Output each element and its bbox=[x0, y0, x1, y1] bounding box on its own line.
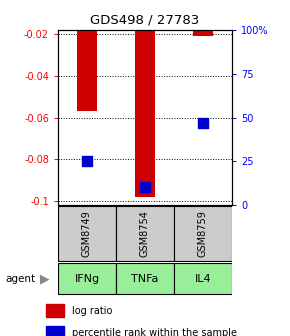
Bar bbox=[117, 263, 173, 294]
Text: IFNg: IFNg bbox=[75, 274, 99, 284]
Point bbox=[201, 120, 205, 126]
Bar bbox=[175, 263, 231, 294]
Text: log ratio: log ratio bbox=[72, 306, 113, 316]
Bar bbox=[117, 206, 173, 261]
Point bbox=[85, 159, 89, 164]
Bar bbox=[175, 206, 231, 261]
Bar bbox=[59, 206, 115, 261]
Bar bbox=[77, 30, 97, 111]
Text: GSM8754: GSM8754 bbox=[140, 210, 150, 257]
Bar bbox=[46, 326, 64, 336]
Text: TNFa: TNFa bbox=[131, 274, 159, 284]
Text: percentile rank within the sample: percentile rank within the sample bbox=[72, 328, 237, 336]
Bar bbox=[59, 263, 115, 294]
Text: agent: agent bbox=[6, 274, 36, 284]
Point bbox=[143, 185, 147, 190]
Text: ▶: ▶ bbox=[40, 272, 50, 285]
Bar bbox=[193, 30, 213, 37]
Bar bbox=[46, 304, 64, 318]
Text: GSM8759: GSM8759 bbox=[198, 210, 208, 257]
Bar bbox=[135, 30, 155, 197]
Text: GDS498 / 27783: GDS498 / 27783 bbox=[90, 14, 200, 27]
Text: IL4: IL4 bbox=[195, 274, 211, 284]
Text: GSM8749: GSM8749 bbox=[82, 210, 92, 257]
